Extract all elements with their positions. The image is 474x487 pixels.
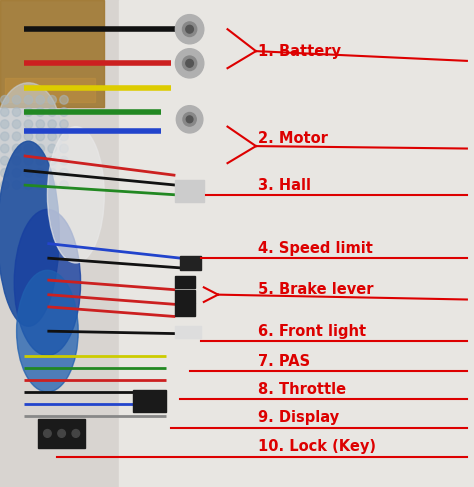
Text: 5. Brake lever: 5. Brake lever (258, 282, 374, 297)
Circle shape (0, 132, 9, 141)
Ellipse shape (17, 270, 78, 392)
Circle shape (183, 112, 196, 126)
Circle shape (48, 181, 56, 189)
Circle shape (176, 106, 203, 133)
Circle shape (0, 156, 9, 165)
Text: 4. Speed limit: 4. Speed limit (258, 241, 373, 256)
Text: 2. Motor: 2. Motor (258, 131, 328, 146)
Circle shape (60, 120, 68, 129)
Circle shape (0, 120, 9, 129)
Circle shape (0, 181, 9, 189)
Circle shape (12, 132, 21, 141)
Circle shape (12, 108, 21, 116)
Circle shape (24, 108, 33, 116)
Circle shape (36, 156, 45, 165)
Circle shape (186, 25, 193, 33)
Circle shape (0, 169, 9, 177)
Circle shape (48, 95, 56, 104)
Circle shape (48, 144, 56, 153)
Circle shape (60, 144, 68, 153)
Circle shape (24, 169, 33, 177)
Circle shape (36, 120, 45, 129)
Circle shape (186, 59, 193, 67)
Circle shape (60, 169, 68, 177)
Text: 1. Battery: 1. Battery (258, 44, 341, 58)
Circle shape (48, 108, 56, 116)
Bar (38, 419, 85, 448)
Circle shape (36, 108, 45, 116)
Circle shape (60, 108, 68, 116)
Circle shape (48, 120, 56, 129)
Circle shape (36, 181, 45, 189)
Bar (175, 290, 195, 303)
Ellipse shape (14, 209, 81, 356)
Circle shape (186, 116, 193, 123)
Text: 7. PAS: 7. PAS (258, 354, 310, 369)
Circle shape (24, 181, 33, 189)
Circle shape (36, 95, 45, 104)
Circle shape (12, 144, 21, 153)
Circle shape (0, 95, 9, 104)
Ellipse shape (0, 141, 59, 326)
Bar (175, 276, 195, 288)
Text: 6. Front light: 6. Front light (258, 324, 366, 338)
Circle shape (24, 132, 33, 141)
Circle shape (44, 430, 51, 437)
Circle shape (24, 144, 33, 153)
Circle shape (36, 132, 45, 141)
Circle shape (36, 144, 45, 153)
Circle shape (24, 120, 33, 129)
Text: 9. Display: 9. Display (258, 410, 339, 425)
Circle shape (72, 430, 80, 437)
Text: 3. Hall: 3. Hall (258, 178, 311, 192)
Circle shape (182, 22, 197, 37)
Bar (118, 0, 474, 487)
Circle shape (175, 15, 204, 44)
Circle shape (182, 56, 197, 71)
Circle shape (60, 181, 68, 189)
Text: 10. Lock (Key): 10. Lock (Key) (258, 439, 376, 454)
Circle shape (36, 169, 45, 177)
Circle shape (12, 181, 21, 189)
Circle shape (48, 156, 56, 165)
Circle shape (12, 156, 21, 165)
Circle shape (60, 132, 68, 141)
Circle shape (24, 95, 33, 104)
Bar (175, 180, 204, 202)
Circle shape (60, 156, 68, 165)
Bar (5, 78, 95, 102)
Circle shape (12, 120, 21, 129)
Circle shape (175, 49, 204, 78)
Bar (0, 0, 104, 107)
Circle shape (58, 430, 65, 437)
Circle shape (48, 132, 56, 141)
Circle shape (0, 144, 9, 153)
Circle shape (0, 108, 9, 116)
Ellipse shape (0, 83, 62, 190)
Ellipse shape (47, 127, 104, 263)
Circle shape (12, 95, 21, 104)
Bar (175, 303, 195, 316)
Circle shape (24, 156, 33, 165)
Bar (175, 326, 201, 338)
Text: 8. Throttle: 8. Throttle (258, 382, 346, 397)
Bar (180, 256, 201, 270)
Bar (133, 390, 166, 412)
Circle shape (12, 169, 21, 177)
Circle shape (60, 95, 68, 104)
Circle shape (48, 169, 56, 177)
